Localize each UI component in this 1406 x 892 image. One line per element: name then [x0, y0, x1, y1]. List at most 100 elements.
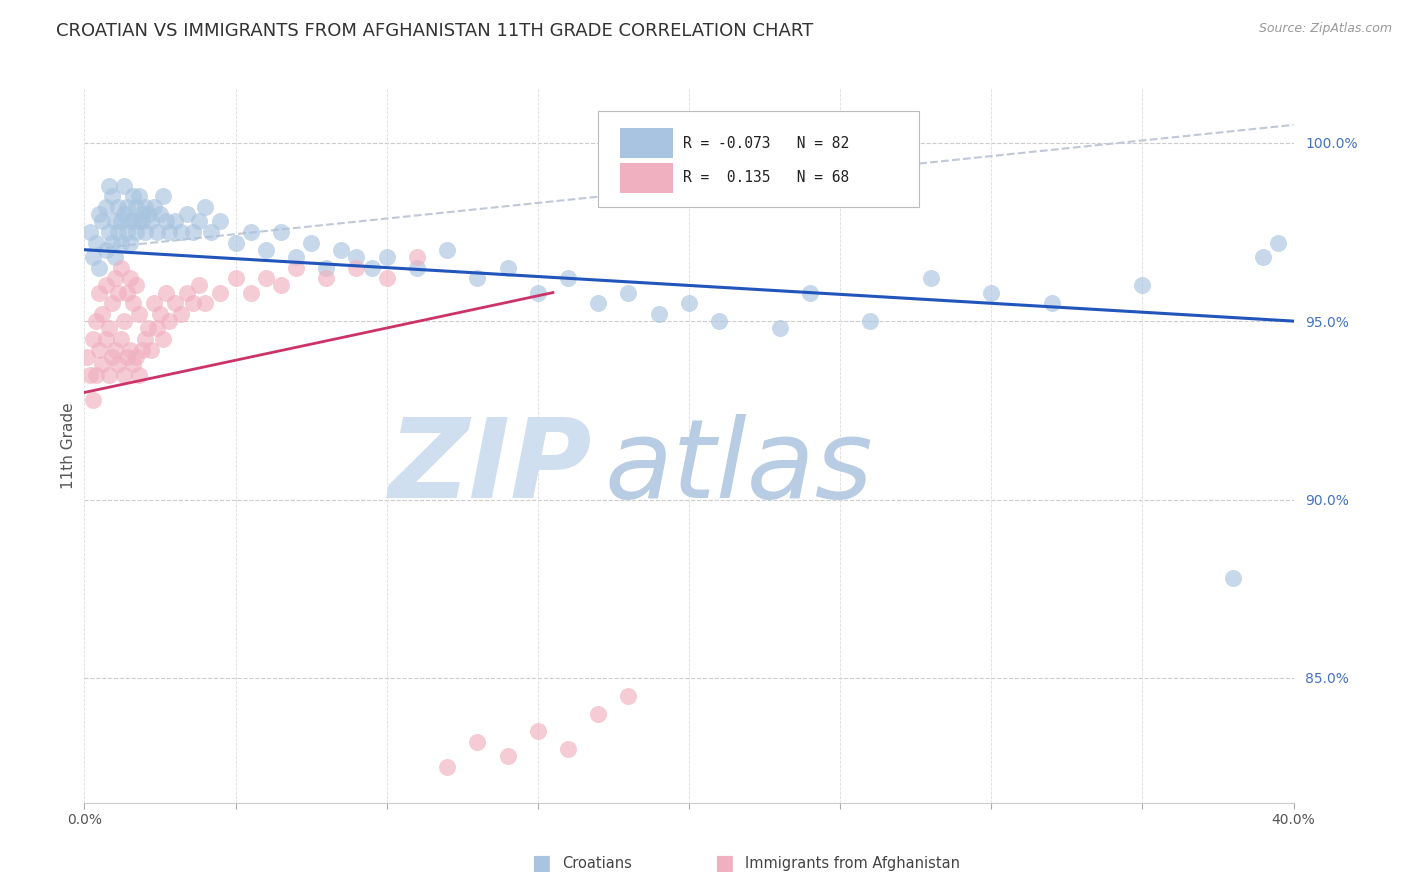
- Point: [188, 214, 211, 228]
- Point: [799, 285, 821, 300]
- Point: [115, 285, 138, 300]
- Text: CROATIAN VS IMMIGRANTS FROM AFGHANISTAN 11TH GRADE CORRELATION CHART: CROATIAN VS IMMIGRANTS FROM AFGHANISTAN …: [56, 22, 814, 40]
- Point: [118, 343, 141, 357]
- Point: [82, 332, 104, 346]
- Point: [110, 332, 132, 346]
- Point: [315, 271, 337, 285]
- Point: [100, 235, 122, 250]
- Point: [1130, 278, 1153, 293]
- Point: [89, 285, 111, 300]
- Text: atlas: atlas: [605, 414, 873, 521]
- Point: [920, 271, 942, 285]
- Point: [112, 178, 135, 193]
- Point: [112, 368, 135, 382]
- Point: [176, 207, 198, 221]
- Point: [165, 296, 187, 310]
- Point: [375, 271, 398, 285]
- Point: [209, 214, 232, 228]
- Point: [588, 296, 610, 310]
- Point: [107, 200, 129, 214]
- Point: [118, 214, 141, 228]
- Point: [330, 243, 353, 257]
- Point: [110, 235, 132, 250]
- Point: [89, 260, 111, 275]
- Point: [91, 214, 114, 228]
- Point: [131, 207, 153, 221]
- Point: [181, 296, 204, 310]
- Point: [270, 278, 292, 293]
- Point: [194, 296, 217, 310]
- Text: R = -0.073   N = 82: R = -0.073 N = 82: [683, 136, 849, 151]
- Point: [121, 189, 143, 203]
- Point: [496, 260, 519, 275]
- Point: [769, 321, 792, 335]
- Point: [254, 243, 277, 257]
- Point: [97, 178, 120, 193]
- Point: [134, 200, 156, 214]
- Point: [100, 189, 122, 203]
- Point: [107, 285, 129, 300]
- Point: [1253, 250, 1275, 264]
- Point: [115, 200, 138, 214]
- Point: [678, 296, 700, 310]
- Point: [139, 343, 162, 357]
- Point: [436, 760, 458, 774]
- Point: [142, 200, 165, 214]
- Point: [270, 225, 292, 239]
- FancyBboxPatch shape: [599, 111, 918, 207]
- Point: [125, 278, 148, 293]
- Point: [86, 235, 108, 250]
- Point: [79, 368, 101, 382]
- Point: [1040, 296, 1063, 310]
- Point: [100, 350, 122, 364]
- Point: [76, 350, 98, 364]
- Point: [128, 214, 150, 228]
- Point: [149, 207, 172, 221]
- Point: [149, 307, 172, 321]
- Point: [181, 225, 204, 239]
- Point: [107, 225, 129, 239]
- Point: [152, 332, 174, 346]
- Point: [118, 235, 141, 250]
- Point: [859, 314, 882, 328]
- Point: [100, 296, 122, 310]
- Point: [125, 200, 148, 214]
- Point: [142, 296, 165, 310]
- Point: [194, 200, 217, 214]
- Point: [89, 343, 111, 357]
- Point: [97, 321, 120, 335]
- Point: [527, 285, 550, 300]
- Point: [496, 749, 519, 764]
- Point: [94, 332, 117, 346]
- Point: [131, 343, 153, 357]
- Point: [139, 214, 162, 228]
- Point: [200, 225, 222, 239]
- Point: [157, 314, 180, 328]
- Point: [588, 706, 610, 721]
- Point: [136, 321, 159, 335]
- Point: [406, 260, 429, 275]
- Point: [436, 243, 458, 257]
- Point: [86, 368, 108, 382]
- Point: [299, 235, 322, 250]
- Point: [617, 689, 640, 703]
- Point: [155, 214, 177, 228]
- Text: R =  0.135   N = 68: R = 0.135 N = 68: [683, 170, 849, 186]
- Point: [82, 250, 104, 264]
- Point: [1267, 235, 1289, 250]
- Point: [115, 225, 138, 239]
- Point: [97, 368, 120, 382]
- Point: [170, 307, 193, 321]
- Point: [406, 250, 429, 264]
- Point: [128, 189, 150, 203]
- Point: [104, 214, 127, 228]
- Point: [121, 357, 143, 371]
- Text: Source: ZipAtlas.com: Source: ZipAtlas.com: [1258, 22, 1392, 36]
- Point: [94, 243, 117, 257]
- Point: [176, 285, 198, 300]
- Point: [128, 307, 150, 321]
- Point: [134, 332, 156, 346]
- Point: [225, 271, 247, 285]
- Point: [118, 271, 141, 285]
- Point: [110, 214, 132, 228]
